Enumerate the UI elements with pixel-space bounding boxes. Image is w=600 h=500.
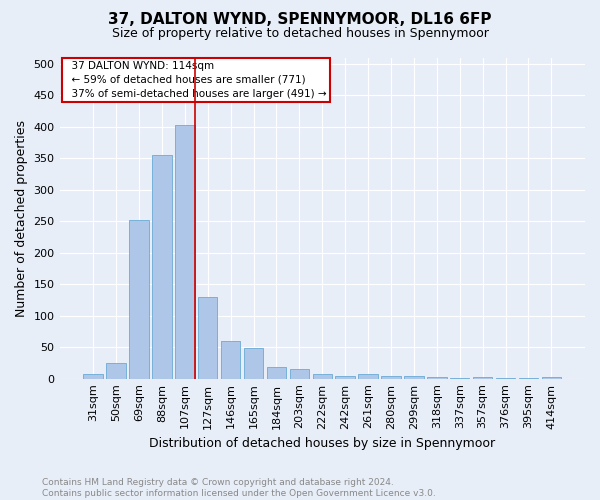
Bar xyxy=(381,376,401,378)
Bar xyxy=(290,369,309,378)
Bar xyxy=(244,348,263,378)
Text: 37, DALTON WYND, SPENNYMOOR, DL16 6FP: 37, DALTON WYND, SPENNYMOOR, DL16 6FP xyxy=(108,12,492,28)
Bar xyxy=(542,377,561,378)
Text: Contains HM Land Registry data © Crown copyright and database right 2024.
Contai: Contains HM Land Registry data © Crown c… xyxy=(42,478,436,498)
X-axis label: Distribution of detached houses by size in Spennymoor: Distribution of detached houses by size … xyxy=(149,437,496,450)
Bar xyxy=(313,374,332,378)
Bar xyxy=(427,377,446,378)
Bar xyxy=(198,297,217,378)
Bar xyxy=(152,155,172,378)
Bar xyxy=(129,220,149,378)
Bar xyxy=(83,374,103,378)
Bar xyxy=(221,341,241,378)
Bar xyxy=(335,376,355,378)
Bar xyxy=(175,125,194,378)
Y-axis label: Number of detached properties: Number of detached properties xyxy=(15,120,28,316)
Bar xyxy=(358,374,378,378)
Text: 37 DALTON WYND: 114sqm
  ← 59% of detached houses are smaller (771)
  37% of sem: 37 DALTON WYND: 114sqm ← 59% of detached… xyxy=(65,60,326,98)
Bar xyxy=(106,363,126,378)
Bar xyxy=(404,376,424,378)
Text: Size of property relative to detached houses in Spennymoor: Size of property relative to detached ho… xyxy=(112,28,488,40)
Bar xyxy=(267,366,286,378)
